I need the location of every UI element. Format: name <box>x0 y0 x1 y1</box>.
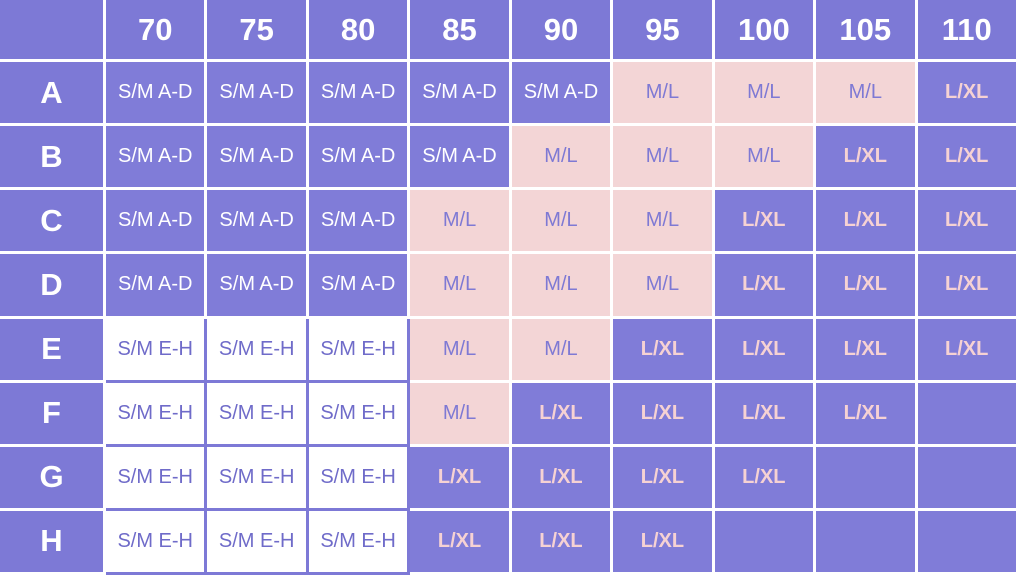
size-cell: S/M A-D <box>106 190 208 255</box>
column-header-90: 90 <box>511 0 614 62</box>
size-cell: M/L <box>613 254 715 319</box>
size-cell <box>816 510 918 575</box>
size-cell: M/L <box>714 126 817 191</box>
size-cell: S/M E-H <box>106 510 208 575</box>
size-cell <box>714 510 817 575</box>
row-header-C: C <box>0 190 106 255</box>
size-cell: S/M A-D <box>207 190 309 255</box>
size-cell: M/L <box>816 62 918 127</box>
size-cell: S/M A-D <box>511 62 614 127</box>
row-header-E: E <box>0 318 106 383</box>
size-cell: S/M E-H <box>308 446 411 511</box>
size-cell: S/M A-D <box>207 62 309 127</box>
row-header-A: A <box>0 62 106 127</box>
row-header-H: H <box>0 510 106 575</box>
column-header-110: 110 <box>917 0 1019 62</box>
size-cell: M/L <box>714 62 817 127</box>
size-cell: L/XL <box>613 446 715 511</box>
size-cell: S/M E-H <box>207 318 309 383</box>
size-cell: S/M E-H <box>308 318 411 383</box>
size-cell: L/XL <box>511 382 614 447</box>
size-cell: M/L <box>511 126 614 191</box>
size-cell: M/L <box>511 190 614 255</box>
size-cell: M/L <box>613 190 715 255</box>
size-cell: S/M A-D <box>106 126 208 191</box>
size-cell <box>917 382 1019 447</box>
row-header-D: D <box>0 254 106 319</box>
size-cell: L/XL <box>917 254 1019 319</box>
column-header-85: 85 <box>410 0 512 62</box>
size-cell: L/XL <box>410 446 512 511</box>
size-cell: M/L <box>410 254 512 319</box>
size-cell: S/M A-D <box>207 126 309 191</box>
size-cell: M/L <box>511 254 614 319</box>
size-cell: L/XL <box>410 510 512 575</box>
size-cell: S/M A-D <box>308 62 411 127</box>
size-cell: L/XL <box>714 254 817 319</box>
size-cell: S/M E-H <box>106 318 208 383</box>
size-cell: S/M A-D <box>106 62 208 127</box>
size-cell: L/XL <box>511 446 614 511</box>
size-cell: L/XL <box>714 318 817 383</box>
size-cell: S/M A-D <box>308 190 411 255</box>
size-cell: L/XL <box>714 446 817 511</box>
corner-cell <box>0 0 106 62</box>
size-cell: S/M E-H <box>106 446 208 511</box>
size-cell: L/XL <box>613 382 715 447</box>
size-cell: S/M E-H <box>207 510 309 575</box>
size-cell: M/L <box>410 190 512 255</box>
size-cell: L/XL <box>917 126 1019 191</box>
size-cell: L/XL <box>714 382 817 447</box>
size-cell <box>917 446 1019 511</box>
size-cell: L/XL <box>917 190 1019 255</box>
size-cell: S/M A-D <box>410 62 512 127</box>
size-cell <box>816 446 918 511</box>
size-cell: S/M A-D <box>410 126 512 191</box>
size-cell: L/XL <box>816 382 918 447</box>
size-cell: S/M A-D <box>308 126 411 191</box>
size-cell: S/M A-D <box>106 254 208 319</box>
size-cell: L/XL <box>613 510 715 575</box>
size-cell: L/XL <box>816 318 918 383</box>
size-cell: M/L <box>410 382 512 447</box>
column-header-80: 80 <box>308 0 411 62</box>
column-header-95: 95 <box>613 0 715 62</box>
column-header-100: 100 <box>714 0 817 62</box>
size-cell: S/M A-D <box>207 254 309 319</box>
size-cell: S/M E-H <box>207 382 309 447</box>
size-cell: L/XL <box>917 318 1019 383</box>
size-cell: L/XL <box>816 190 918 255</box>
row-header-B: B <box>0 126 106 191</box>
size-cell: S/M E-H <box>106 382 208 447</box>
size-cell: L/XL <box>714 190 817 255</box>
column-header-75: 75 <box>207 0 309 62</box>
size-cell: S/M E-H <box>308 382 411 447</box>
size-cell: L/XL <box>511 510 614 575</box>
size-cell: S/M E-H <box>207 446 309 511</box>
column-header-105: 105 <box>816 0 918 62</box>
size-cell <box>917 510 1019 575</box>
size-cell: S/M A-D <box>308 254 411 319</box>
size-cell: M/L <box>613 126 715 191</box>
row-header-F: F <box>0 382 106 447</box>
column-header-70: 70 <box>106 0 208 62</box>
size-cell: L/XL <box>613 318 715 383</box>
size-cell: S/M E-H <box>308 510 411 575</box>
size-cell: L/XL <box>816 126 918 191</box>
size-cell: L/XL <box>816 254 918 319</box>
size-cell: L/XL <box>917 62 1019 127</box>
row-header-G: G <box>0 446 106 511</box>
size-cell: M/L <box>511 318 614 383</box>
size-cell: M/L <box>613 62 715 127</box>
size-cell: M/L <box>410 318 512 383</box>
